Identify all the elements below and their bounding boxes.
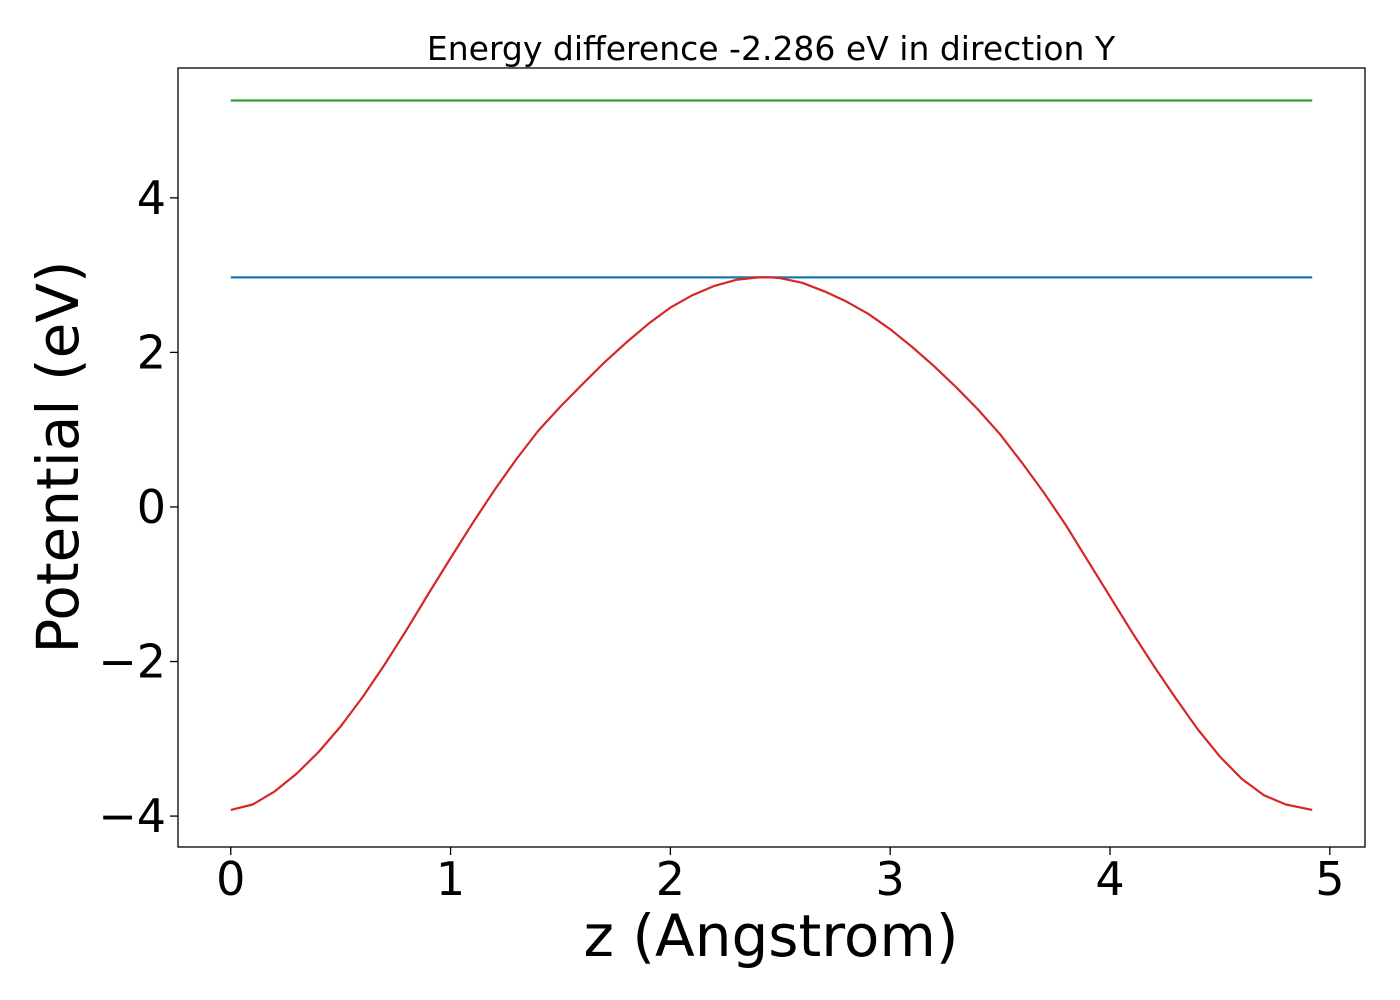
- y-tick-label: −4: [98, 789, 166, 843]
- x-tick-label: 0: [216, 852, 245, 906]
- chart-title: Energy difference -2.286 eV in direction…: [427, 29, 1116, 68]
- y-tick-label: 0: [137, 480, 166, 534]
- y-axis: −4 −2 0 2 4: [98, 171, 178, 843]
- y-axis-label: Potential (eV): [24, 260, 92, 653]
- x-tick-label: 2: [656, 852, 685, 906]
- x-axis-label: z (Angstrom): [584, 902, 959, 970]
- plot-series: [230, 99, 1313, 811]
- y-tick-label: 2: [137, 325, 166, 379]
- y-tick-label: 4: [137, 171, 166, 225]
- x-tick-label: 1: [436, 852, 465, 906]
- series-line-2: [230, 276, 1313, 811]
- x-tick-label: 3: [876, 852, 905, 906]
- plot-frame: [177, 67, 1366, 848]
- x-tick-label: 4: [1095, 852, 1124, 906]
- x-axis: 0 1 2 3 4 5: [216, 847, 1344, 906]
- y-tick-label: −2: [98, 635, 166, 689]
- x-tick-label: 5: [1315, 852, 1344, 906]
